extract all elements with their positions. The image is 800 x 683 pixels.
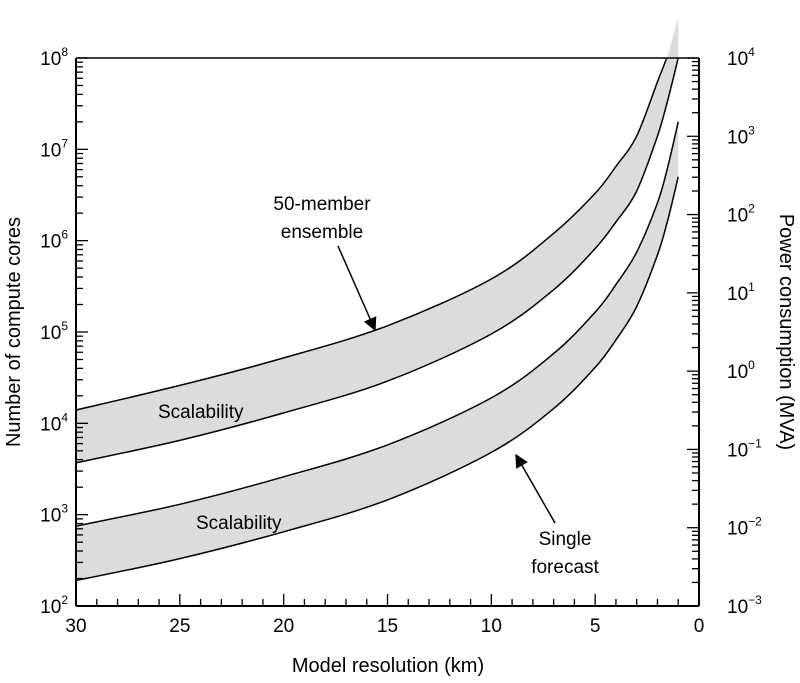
annotation-single-arrow: [515, 453, 556, 524]
annotation-ensemble-arrow: [337, 245, 377, 332]
bands: [76, 17, 679, 582]
x-tick-label: 0: [694, 616, 705, 637]
y-left-tick-label: 104: [40, 410, 68, 435]
annotation-single-line2: forecast: [531, 557, 599, 578]
y-left-tick-label: 106: [40, 228, 68, 253]
y-left-tick-label: 105: [40, 319, 68, 344]
annotations: 50-member ensemble Single forecast Scala…: [158, 194, 600, 578]
annotation-single-line1: Single: [539, 529, 592, 550]
tick-labels: 30 25 20 15 10 5 010210310410510610710810−310−…: [40, 45, 762, 637]
y-left-tick-label: 108: [40, 45, 68, 70]
y-right-tick-label: 101: [727, 280, 755, 305]
band-50-member-ensemble: [76, 17, 679, 463]
y-left-tick-label: 107: [40, 136, 68, 161]
y-right-tick-label: 103: [727, 123, 755, 148]
y-right-axis-title: Power consumption (MVA): [775, 214, 797, 450]
band-single-forecast: [76, 121, 679, 581]
y-right-tick-label: 102: [727, 202, 755, 227]
y-right-tick-label: 104: [727, 45, 755, 70]
y-left-tick-label: 102: [40, 593, 68, 618]
x-tick-label: 30: [65, 616, 86, 637]
ticks: [75, 57, 700, 607]
y-right-tick-label: 100: [727, 358, 755, 383]
y-right-tick-label: 10−1: [727, 436, 762, 461]
curve-upper-single-forecast: [76, 121, 679, 527]
y-left-axis-title: Number of compute cores: [3, 217, 25, 447]
annotation-ensemble-line2: ensemble: [281, 222, 363, 243]
y-right-tick-label: 10−3: [727, 593, 762, 618]
y-left-tick-label: 103: [40, 502, 68, 527]
annotation-scalability-upper: Scalability: [158, 402, 244, 423]
curve-lower-single-forecast: [76, 176, 679, 582]
x-tick-label: 20: [273, 616, 294, 637]
x-tick-label: 5: [590, 616, 601, 637]
x-tick-label: 25: [169, 616, 190, 637]
curve-upper-50-member-ensemble: [76, 58, 668, 411]
x-tick-label: 10: [481, 616, 502, 637]
annotation-scalability-lower: Scalability: [196, 513, 282, 534]
x-tick-label: 15: [377, 616, 398, 637]
annotation-ensemble-line1: 50-member: [273, 194, 371, 215]
x-axis-title: Model resolution (km): [292, 655, 484, 677]
y-right-tick-label: 10−2: [727, 515, 762, 540]
curve-lower-50-member-ensemble: [76, 58, 679, 464]
